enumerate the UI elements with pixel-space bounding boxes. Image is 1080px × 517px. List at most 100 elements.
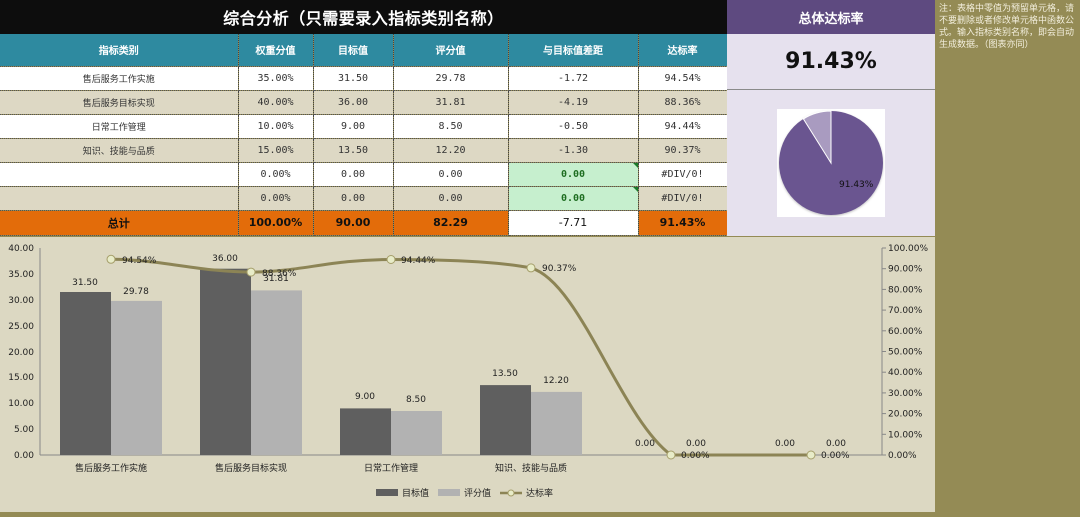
header-target[interactable]: 目标值 (313, 34, 394, 67)
cell-target[interactable]: 0.00 (313, 162, 394, 187)
cell-target[interactable]: 0.00 (313, 186, 394, 211)
svg-text:0.00: 0.00 (635, 439, 655, 449)
cell-rate[interactable]: 94.54% (638, 66, 728, 91)
cell-category[interactable]: 售后服务目标实现 (0, 90, 239, 115)
svg-text:知识、技能与品质: 知识、技能与品质 (495, 462, 567, 474)
cell-rate[interactable]: #DIV/0! (638, 186, 728, 211)
total-gap[interactable]: -7.71 (508, 210, 639, 236)
svg-text:0.00%: 0.00% (821, 451, 850, 461)
svg-text:0.00: 0.00 (775, 439, 795, 449)
header-weight[interactable]: 权重分值 (238, 34, 314, 67)
overall-rate-value[interactable]: 91.43% (727, 34, 935, 90)
svg-text:35.00: 35.00 (8, 270, 34, 280)
pie-chart[interactable]: 91.43% (777, 109, 885, 217)
svg-text:0.00: 0.00 (826, 439, 846, 449)
svg-text:0.00%: 0.00% (681, 451, 710, 461)
dashboard-title: 综合分析（只需要录入指标类别名称） (0, 0, 727, 34)
cell-weight[interactable]: 40.00% (238, 90, 314, 115)
cell-gap[interactable]: 0.00 (508, 186, 639, 211)
cell-score[interactable]: 8.50 (393, 114, 509, 139)
cell-target[interactable]: 36.00 (313, 90, 394, 115)
cell-category[interactable]: 售后服务工作实施 (0, 66, 239, 91)
cell-weight[interactable]: 15.00% (238, 138, 314, 163)
cell-score[interactable]: 12.20 (393, 138, 509, 163)
pie-chart-graphic: 91.43% (779, 110, 883, 215)
cell-score[interactable]: 0.00 (393, 162, 509, 187)
cell-rate[interactable]: #DIV/0! (638, 162, 728, 187)
svg-text:日常工作管理: 日常工作管理 (364, 462, 418, 474)
total-rate[interactable]: 91.43% (638, 210, 728, 236)
bar-score-2 (251, 290, 302, 455)
cell-gap[interactable]: -1.30 (508, 138, 639, 163)
cell-rate[interactable]: 88.36% (638, 90, 728, 115)
cell-score[interactable]: 31.81 (393, 90, 509, 115)
header-category[interactable]: 指标类别 (0, 34, 239, 67)
rate-line (110, 257, 811, 457)
svg-text:31.81: 31.81 (263, 274, 289, 284)
legend-target-label: 目标值 (402, 487, 429, 499)
category-labels: 售后服务工作实施 售后服务目标实现 日常工作管理 知识、技能与品质 (75, 462, 567, 474)
legend-rate-label: 达标率 (526, 487, 553, 499)
table-row: 知识、技能与品质 15.00% 13.50 12.20 -1.30 90.37% (0, 138, 728, 163)
sheet-background-strip (0, 512, 935, 517)
svg-text:30.00: 30.00 (8, 296, 34, 306)
cell-score[interactable]: 29.78 (393, 66, 509, 91)
cell-target[interactable]: 31.50 (313, 66, 394, 91)
svg-text:15.00: 15.00 (8, 373, 34, 383)
cell-target[interactable]: 9.00 (313, 114, 394, 139)
svg-text:12.20: 12.20 (543, 376, 569, 386)
svg-text:售后服务目标实现: 售后服务目标实现 (215, 462, 287, 474)
combo-chart-graphic: 0.00 5.00 10.00 15.00 20.00 25.00 30.00 … (8, 244, 928, 499)
total-score[interactable]: 82.29 (393, 210, 509, 236)
pie-data-label: 91.43% (839, 180, 874, 190)
pie-slice-remaining (802, 110, 832, 165)
cell-category[interactable]: 知识、技能与品质 (0, 138, 239, 163)
total-label[interactable]: 总计 (0, 210, 239, 236)
overall-rate-header: 总体达标率 (727, 0, 935, 34)
analysis-table: 指标类别 权重分值 目标值 评分值 与目标值差距 达标率 售后服务工作实施 35… (0, 34, 728, 236)
cell-gap[interactable]: -1.72 (508, 66, 639, 91)
cell-category[interactable] (0, 162, 239, 187)
svg-text:售后服务工作实施: 售后服务工作实施 (75, 462, 147, 474)
header-score[interactable]: 评分值 (393, 34, 509, 67)
svg-text:70.00%: 70.00% (888, 306, 923, 316)
svg-text:8.50: 8.50 (406, 395, 426, 405)
svg-text:30.00%: 30.00% (888, 389, 923, 399)
svg-text:94.54%: 94.54% (122, 256, 157, 266)
svg-text:40.00: 40.00 (8, 244, 34, 254)
svg-text:20.00: 20.00 (8, 348, 34, 358)
bar-score-4 (531, 391, 582, 455)
cell-rate[interactable]: 94.44% (638, 114, 728, 139)
cell-target[interactable]: 13.50 (313, 138, 394, 163)
combo-chart[interactable]: 0.00 5.00 10.00 15.00 20.00 25.00 30.00 … (0, 237, 935, 512)
table-row: 0.00% 0.00 0.00 0.00 #DIV/0! (0, 162, 728, 187)
svg-text:90.00%: 90.00% (888, 265, 923, 275)
header-gap[interactable]: 与目标值差距 (508, 34, 639, 67)
total-weight[interactable]: 100.00% (238, 210, 314, 236)
bar-target-4 (480, 385, 531, 455)
svg-text:13.50: 13.50 (492, 369, 518, 379)
table-row: 售后服务目标实现 40.00% 36.00 31.81 -4.19 88.36% (0, 90, 728, 115)
cell-gap[interactable]: -0.50 (508, 114, 639, 139)
svg-text:31.50: 31.50 (72, 278, 98, 288)
svg-text:20.00%: 20.00% (888, 410, 923, 420)
legend-score-label: 评分值 (464, 487, 491, 499)
header-rate[interactable]: 达标率 (638, 34, 728, 67)
cell-gap[interactable]: -4.19 (508, 90, 639, 115)
bars-score (111, 290, 582, 455)
table-header-row: 指标类别 权重分值 目标值 评分值 与目标值差距 达标率 (0, 34, 728, 67)
rate-labels: 94.54% 88.36% 94.44% 90.37% 0.00% 0.00% (122, 256, 850, 461)
right-axis-ticks: 0.00% 10.00% 20.00% 30.00% 40.00% 50.00%… (888, 244, 928, 461)
cell-category[interactable] (0, 186, 239, 211)
cell-weight[interactable]: 0.00% (238, 186, 314, 211)
cell-weight[interactable]: 10.00% (238, 114, 314, 139)
cell-gap[interactable]: 0.00 (508, 162, 639, 187)
cell-score[interactable]: 0.00 (393, 186, 509, 211)
cell-weight[interactable]: 0.00% (238, 162, 314, 187)
cell-weight[interactable]: 35.00% (238, 66, 314, 91)
svg-text:10.00: 10.00 (8, 399, 34, 409)
cell-category[interactable]: 日常工作管理 (0, 114, 239, 139)
legend-target-swatch (376, 489, 398, 496)
total-target[interactable]: 90.00 (313, 210, 394, 236)
cell-rate[interactable]: 90.37% (638, 138, 728, 163)
